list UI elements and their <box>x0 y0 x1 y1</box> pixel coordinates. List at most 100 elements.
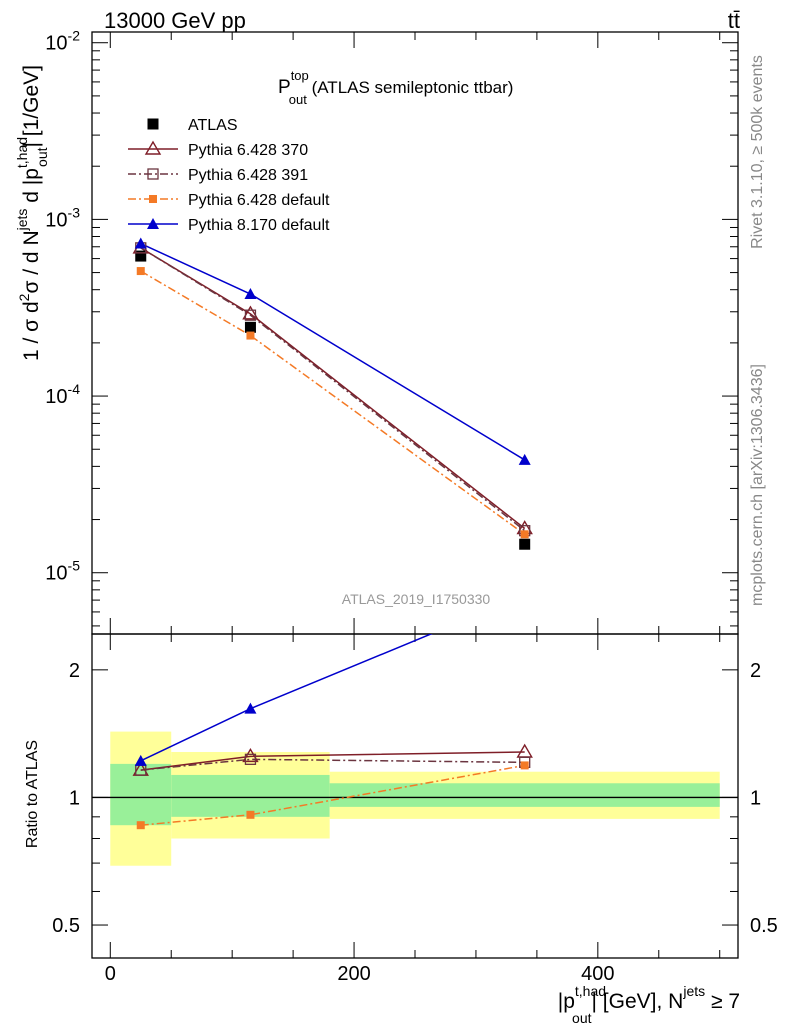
main-ylabel-sup-thad: t,had <box>14 137 30 168</box>
main-point-p6def <box>136 267 145 276</box>
x-axis-title: |pt,had out| [GeV], Njets ≥ 7 <box>558 983 740 1024</box>
x-tick-label: 200 <box>337 963 370 985</box>
xlabel-part-3: ≥ 7 <box>705 990 740 1013</box>
main-point-p6def <box>520 530 529 539</box>
main-line-p391 <box>140 247 526 532</box>
main-ytick-label-exponent: -2 <box>68 28 81 44</box>
ratio-axis-ticks <box>92 634 738 958</box>
legend-entry-p391: Pythia 6.428 391 <box>128 167 308 184</box>
ratio-series-layer <box>132 589 533 830</box>
main-point-data <box>519 538 531 550</box>
legend-marker-p391 <box>147 168 159 180</box>
ratio-line-p6def <box>140 764 525 826</box>
main-ylabel-sup-2: 2 <box>16 293 32 301</box>
plot-title-sub: out <box>289 92 307 107</box>
main-ytick-label-base: 10 <box>45 209 67 231</box>
main-ylabel-part-2: σ / d N <box>20 230 43 293</box>
ratio-ytick-label-left: 0.5 <box>52 915 80 937</box>
legend-entry-p8def: Pythia 8.170 default <box>128 217 330 234</box>
main-point-data <box>244 321 256 333</box>
ratio-point-p6def <box>520 761 529 770</box>
band-inner-0 <box>110 763 172 826</box>
main-ytick-label: 10-2 <box>45 28 80 55</box>
legend-marker-data <box>147 118 159 130</box>
legend: ATLAS Pythia 6.428 370 Pythia 6.428 391 Pyt… <box>128 117 330 234</box>
x-tick-labels: 0 200 400 <box>105 963 615 985</box>
main-ytick-label-base: 10 <box>45 563 67 585</box>
main-ytick-label-exponent: -4 <box>68 381 81 397</box>
ratio-uncertainty-bands <box>110 731 720 866</box>
main-point-p8def <box>518 453 531 465</box>
main-ytick-label-base: 10 <box>45 386 67 408</box>
xlabel-sup-jets: jets <box>682 983 705 999</box>
main-ylabel-sup-jets: jets <box>14 209 30 232</box>
main-line-p370 <box>140 247 526 530</box>
main-y-tick-labels: 10-210-310-410-5 <box>45 28 80 585</box>
legend-marker-p370 <box>144 140 162 155</box>
ratio-line-p8def <box>140 634 433 762</box>
main-point-p8def <box>134 237 147 249</box>
band-inner-1 <box>171 774 330 817</box>
xlabel-part-2: | [GeV], N <box>592 990 684 1013</box>
main-y-axis-title: 1 / σ d2σ / d Njets d |pt,had out| [1/GeV… <box>14 65 50 361</box>
legend-label-p370: Pythia 6.428 370 <box>188 142 308 159</box>
main-line-p6def <box>140 270 526 535</box>
main-point-p6def <box>246 331 255 340</box>
main-ytick-label-exponent: -3 <box>68 204 81 220</box>
rivet-version-label: Rivet 3.1.10, ≥ 500k events <box>749 55 766 249</box>
main-ylabel-sub-out: out <box>34 147 50 167</box>
ratio-point-p6def <box>246 810 255 819</box>
xlabel-part-1: |p <box>558 990 575 1013</box>
ratio-point-p8def <box>244 702 257 714</box>
main-ylabel-part-4: | [1/GeV] <box>20 65 43 148</box>
main-ylabel-part-3: d |p <box>20 168 43 208</box>
mcplots-label: mcplots.cern.ch [arXiv:1306.3436] <box>749 364 766 606</box>
plot-title-main: P <box>278 77 291 98</box>
plot-title: Ptop out (ATLAS semileptonic ttbar) <box>278 68 513 107</box>
legend-entry-data: ATLAS <box>147 117 238 134</box>
header-energy-label: 13000 GeV pp <box>104 8 246 33</box>
ratio-point-p8def <box>519 589 531 600</box>
ratio-ytick-label-right: 2 <box>750 660 761 682</box>
ratio-y-tick-labels: 2 2 1 1 0.5 0.5 <box>52 660 778 937</box>
legend-label-p6def: Pythia 6.428 default <box>188 192 330 209</box>
legend-entry-p370: Pythia 6.428 370 <box>128 140 308 159</box>
ratio-line-p370 <box>140 751 525 771</box>
plot-title-rest: (ATLAS semileptonic ttbar) <box>307 78 514 97</box>
main-ytick-label-base: 10 <box>45 33 67 55</box>
legend-label-p8def: Pythia 8.170 default <box>188 217 330 234</box>
analysis-id-label: ATLAS_2019_I1750330 <box>342 591 491 607</box>
main-line-p8def <box>140 242 526 461</box>
xlabel-sup-thad: t,had <box>575 983 606 999</box>
ratio-ytick-label-right: 0.5 <box>750 915 778 937</box>
legend-marker-p8def <box>147 218 159 229</box>
main-ytick-label: 10-5 <box>45 558 80 585</box>
legend-marker-p6def <box>149 195 157 203</box>
main-ylabel-part-1: 1 / σ d <box>20 301 43 361</box>
band-inner-2 <box>329 783 720 807</box>
main-axis-ticks <box>92 32 738 634</box>
ratio-point-p370 <box>516 743 533 758</box>
ratio-ytick-label-left: 1 <box>69 787 80 809</box>
main-point-p370 <box>242 305 259 320</box>
legend-label-p391: Pythia 6.428 391 <box>188 167 308 184</box>
ratio-ytick-label-right: 1 <box>750 787 761 809</box>
x-tick-label: 0 <box>105 963 116 985</box>
xlabel-sub-out: out <box>572 1010 592 1024</box>
ratio-line-p391 <box>140 758 525 771</box>
legend-label-data: ATLAS <box>188 117 238 134</box>
ratio-point-p8def <box>134 754 147 766</box>
main-point-data <box>135 250 147 262</box>
main-ytick-label: 10-4 <box>45 381 80 408</box>
legend-entry-p6def: Pythia 6.428 default <box>128 192 330 209</box>
ratio-point-p6def <box>136 821 145 830</box>
x-tick-label: 400 <box>581 963 614 985</box>
header-process-label: tt̄ <box>728 8 740 33</box>
plot-title-sup: top <box>291 68 309 83</box>
main-ytick-label: 10-3 <box>45 204 80 231</box>
main-point-p391 <box>244 309 257 321</box>
ratio-point-p370 <box>242 747 259 763</box>
main-series-layer <box>132 237 533 550</box>
main-point-p8def <box>244 288 257 300</box>
